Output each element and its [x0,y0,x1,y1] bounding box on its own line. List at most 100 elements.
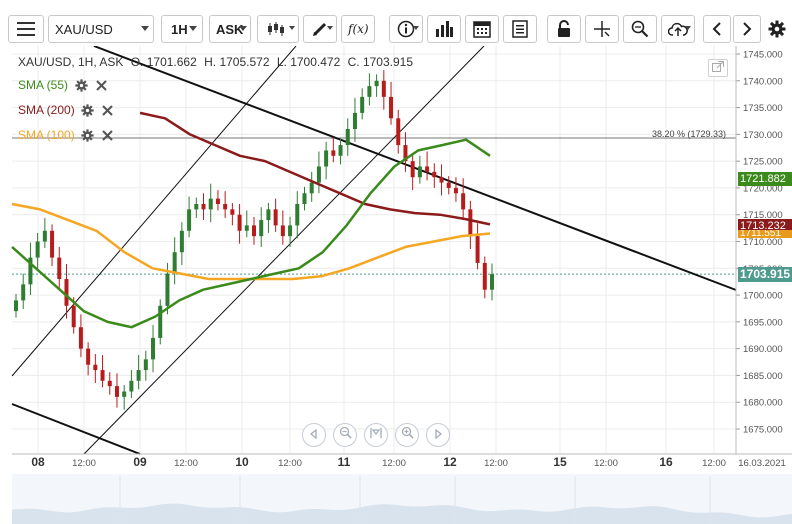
channel-upper-line [11,46,297,377]
chart-area[interactable]: 1745.000 1740.000 1735.000 1730.000 1725.000… [0,46,792,524]
trend-channel[interactable] [11,46,737,455]
candle-body [237,214,242,231]
y-tick-label: 1725.000 [743,157,783,168]
chevron-down-icon [189,26,197,31]
info-button[interactable] [389,15,423,43]
volume-bars-icon [435,21,453,37]
time-axis[interactable]: 08 12:00 09 12:00 10 12:00 11 12:00 12 12:00 15 12:… [12,453,792,469]
symbol-select[interactable]: XAU/USD [48,15,154,43]
candle-body [259,220,264,237]
close-icon[interactable] [101,128,115,142]
candle-body [201,204,206,210]
x-tick-label: 12:00 [594,458,618,469]
chevron-right-icon [742,22,752,36]
candle-body [266,209,271,221]
cloud-upload-button[interactable] [661,15,695,43]
support-trendline [11,403,141,455]
price-type-select[interactable]: ASK [209,15,251,43]
low-value: L. 1700.472 [276,55,341,69]
y-tick-label: 1680.000 [743,398,783,409]
close-icon[interactable] [94,78,108,92]
candle-body [439,177,444,183]
sma55-price-tag: 1721.882 [738,172,792,186]
sma-55-line [11,138,491,329]
chart-type-icon [267,21,289,37]
x-tick-label: 08 [31,455,45,469]
menu-button[interactable] [8,15,44,43]
hamburger-menu-icon [17,22,35,36]
expand-chart-button[interactable] [708,59,728,77]
candle-body [468,209,473,237]
candle-body [208,198,213,210]
candle-body [122,391,127,397]
candle-body [158,305,163,338]
gear-icon[interactable] [74,78,88,92]
timeframe-select[interactable]: 1H [161,15,203,43]
chevron-left-icon [712,22,722,36]
candle-body [360,96,365,113]
svg-text:f(x): f(x) [347,22,369,36]
fit-button[interactable] [364,423,388,447]
zoom-in-button[interactable] [395,423,419,447]
report-button[interactable] [503,15,537,43]
volume-button[interactable] [427,15,461,43]
x-tick-label: 09 [133,455,147,469]
crosshair-button[interactable] [585,15,619,43]
chevron-down-icon [327,26,333,30]
calendar-button[interactable] [465,15,499,43]
chevron-down-icon [685,26,691,30]
sma100-price-tag: 1711.551 [738,230,792,238]
price-chart[interactable]: 1745.000 1740.000 1735.000 1730.000 1725.000… [0,46,792,524]
zoom-out-button[interactable] [333,423,357,447]
candle-body [432,171,437,178]
close-icon[interactable] [101,103,115,117]
instrument-title: XAU/USD, 1H, ASK [18,55,124,69]
candle-body [345,129,350,146]
lock-button[interactable] [547,15,581,43]
candle-body [165,273,170,306]
expand-icon [712,59,724,77]
candle-body [230,209,235,215]
chevron-down-icon [239,26,247,31]
candle-body [78,327,83,349]
open-value: O. 1701.662 [130,55,197,69]
candle-body [21,284,26,301]
high-value: H. 1705.572 [204,55,270,69]
candle-body [352,112,357,129]
toolbar: XAU/USD 1H ASK f(x) [0,0,792,46]
price-axis[interactable]: 1745.000 1740.000 1735.000 1730.000 1725.000… [735,46,783,454]
candle-body [295,204,300,226]
y-tick-label: 1730.000 [743,130,783,141]
chart-type-button[interactable] [257,15,299,43]
legend-label: SMA (200) [18,103,75,117]
x-tick-label: 12:00 [174,458,198,469]
x-tick-label: 12:00 [382,458,406,469]
indicators-button[interactable]: f(x) [341,15,375,43]
gear-icon[interactable] [81,128,95,142]
candle-body [223,204,228,210]
candle-body [367,86,372,97]
x-tick-label: 12:00 [484,458,508,469]
navigator-strip[interactable] [12,474,792,524]
candle-body [482,262,487,290]
legend-label: SMA (55) [18,78,69,92]
history-forward-button[interactable] [733,15,761,43]
ohlc-info: XAU/USD, 1H, ASK O. 1701.662 H. 1705.572… [18,55,417,69]
x-tick-label: 12:00 [72,458,96,469]
lock-icon [557,20,571,38]
candle-body [64,279,69,306]
gear-icon[interactable] [81,103,95,117]
draw-tool-button[interactable] [303,15,337,43]
zoom-button[interactable] [623,15,657,43]
scroll-right-button[interactable] [426,423,450,447]
scroll-left-button[interactable] [302,423,326,447]
y-tick-label: 1720.000 [743,183,783,194]
candle-body [403,145,408,162]
scroll-right-icon [433,426,443,444]
y-tick-label: 1685.000 [743,371,783,382]
resistance-trendline [93,46,737,291]
settings-button[interactable] [765,15,789,43]
history-back-button[interactable] [703,15,731,43]
chart-nav-controls [302,423,450,447]
moving-averages [11,111,491,329]
